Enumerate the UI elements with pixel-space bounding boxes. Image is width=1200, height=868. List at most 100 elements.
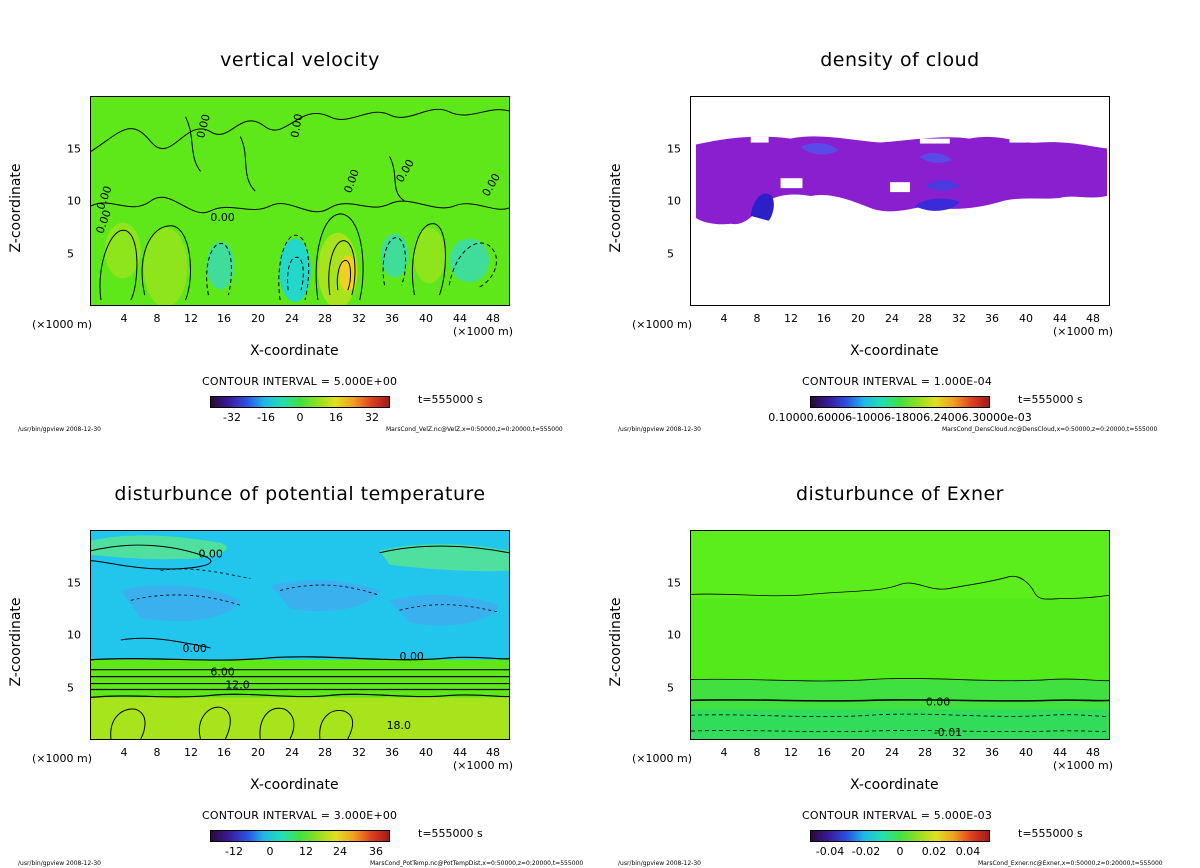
colorbar-tick-labels: 0.10000.60006-10006-18006.24006.30000e-0… bbox=[768, 411, 1032, 424]
downdraft-blob bbox=[449, 238, 490, 283]
x-tick: 48 bbox=[1086, 312, 1100, 325]
contour-label: 0.00 bbox=[210, 211, 234, 224]
colorbar bbox=[210, 830, 390, 842]
updraft-core bbox=[338, 255, 357, 292]
warm-patch bbox=[91, 535, 227, 560]
updraft-blob bbox=[413, 227, 446, 284]
footer-program: /usr/bin/gpview 2008-12-30 bbox=[18, 860, 101, 867]
contour-line bbox=[99, 230, 138, 301]
updraft-blob bbox=[143, 227, 188, 305]
contour-line bbox=[319, 710, 354, 739]
colorbar-ticks: -12 0 12 24 36 bbox=[210, 845, 390, 859]
x-tick: 16 bbox=[817, 312, 831, 325]
x-tick: 28 bbox=[918, 746, 932, 759]
panel-vertical-velocity: vertical velocity Z-coordinate bbox=[0, 0, 600, 434]
x-tick: 4 bbox=[720, 746, 728, 759]
contour-label: 0.00 bbox=[198, 548, 222, 561]
colorbar-tick: 0.02 bbox=[921, 845, 947, 858]
contour-line bbox=[411, 223, 446, 296]
x-tick: 44 bbox=[1053, 312, 1067, 325]
y-tick: 5 bbox=[667, 247, 674, 261]
contour-line bbox=[279, 584, 380, 596]
y-tick: 15 bbox=[667, 576, 681, 590]
downdraft-blob bbox=[380, 233, 409, 278]
x-tick: 8 bbox=[153, 746, 161, 759]
panel-exner: disturbunce of Exner Z-coordinate 0.00 -… bbox=[600, 434, 1200, 868]
x-tick: 12 bbox=[784, 312, 798, 325]
contour-line bbox=[389, 156, 405, 202]
contour-line bbox=[382, 237, 407, 286]
y-axis-label: Z-coordinate bbox=[608, 163, 624, 253]
colorbar-tick: -16 bbox=[257, 411, 275, 424]
colorbar-tick: 0 bbox=[296, 411, 304, 424]
contour-label: 18.0 bbox=[387, 719, 411, 732]
x-tick: 44 bbox=[453, 312, 467, 325]
contour-line bbox=[239, 136, 256, 192]
x-unit-left: (×1000 m) bbox=[32, 318, 93, 331]
contour-line bbox=[91, 656, 509, 661]
x-tick: 32 bbox=[952, 746, 966, 759]
contour-line bbox=[691, 678, 1109, 682]
contour-line bbox=[259, 707, 295, 739]
time-label: t=555000 s bbox=[418, 393, 483, 406]
cloud-gap bbox=[919, 138, 950, 144]
x-tick: 16 bbox=[217, 312, 231, 325]
contour-line bbox=[91, 108, 509, 152]
x-tick: 28 bbox=[318, 746, 332, 759]
contour-line bbox=[691, 699, 1109, 702]
time-label: t=555000 s bbox=[1018, 827, 1083, 840]
colorbar-tick: -12 bbox=[225, 845, 243, 858]
x-tick: 4 bbox=[120, 746, 128, 759]
cloud-dense bbox=[914, 198, 960, 211]
x-tick: 12 bbox=[184, 312, 198, 325]
footer-source: MarsCond_PotTemp.nc@PotTempDist,x=0:5000… bbox=[370, 860, 584, 867]
contour-line bbox=[448, 242, 497, 288]
colorbar-tick: 16 bbox=[329, 411, 343, 424]
colorbar-tick: 36 bbox=[369, 845, 383, 858]
x-tick: 4 bbox=[120, 312, 128, 325]
contour-line bbox=[130, 594, 241, 606]
lower-layer bbox=[91, 697, 509, 739]
contour-line bbox=[379, 545, 509, 554]
footer-source: MarsCond_DensCloud.nc@DensCloud,x=0:5000… bbox=[942, 426, 1158, 433]
x-unit-left: (×1000 m) bbox=[632, 752, 693, 765]
x-tick: 24 bbox=[885, 312, 899, 325]
footer-program: /usr/bin/gpview 2008-12-30 bbox=[618, 426, 701, 433]
x-unit-left: (×1000 m) bbox=[32, 752, 93, 765]
x-tick: 8 bbox=[753, 746, 761, 759]
contour-line bbox=[91, 693, 509, 698]
contour-line bbox=[141, 225, 191, 301]
x-axis-label-text: X-coordinate bbox=[250, 777, 339, 793]
x-unit-right: (×1000 m) bbox=[453, 759, 514, 772]
y-tick: 5 bbox=[667, 681, 674, 695]
x-tick: 8 bbox=[753, 312, 761, 325]
contour-label: 6.00 bbox=[210, 666, 234, 679]
x-tick: 48 bbox=[486, 312, 500, 325]
contour-line bbox=[91, 544, 212, 570]
updraft-blob bbox=[104, 222, 141, 279]
colorbar bbox=[810, 396, 990, 408]
time-label: t=555000 s bbox=[1018, 393, 1083, 406]
cloud-layer bbox=[695, 136, 1108, 225]
contour-label: 0.00 bbox=[400, 650, 424, 663]
contour-line bbox=[336, 259, 352, 291]
colorbar-ticks: -0.04 -0.02 0 0.02 0.04 bbox=[810, 845, 990, 859]
x-tick: 36 bbox=[385, 312, 399, 325]
time-label: t=555000 s bbox=[418, 827, 483, 840]
x-axis-label-text: X-coordinate bbox=[250, 343, 339, 359]
contour-line bbox=[91, 196, 509, 214]
contour-line bbox=[399, 604, 500, 613]
panel-potential-temperature: disturbunce of potential temperature Z-c… bbox=[0, 434, 600, 868]
contour-label: 0.00 bbox=[194, 113, 213, 140]
x-tick: 24 bbox=[285, 746, 299, 759]
footer-program: /usr/bin/gpview 2008-12-30 bbox=[618, 860, 701, 867]
cloud-dense bbox=[800, 143, 839, 155]
cloud-field bbox=[695, 136, 1108, 225]
cloud-dense bbox=[919, 152, 952, 163]
field-upper bbox=[691, 531, 1109, 599]
y-tick: 15 bbox=[667, 142, 681, 156]
cloud-gap bbox=[1009, 136, 1028, 143]
x-axis-label-text: X-coordinate bbox=[850, 343, 939, 359]
x-tick: 12 bbox=[784, 746, 798, 759]
x-unit-right: (×1000 m) bbox=[1053, 759, 1114, 772]
